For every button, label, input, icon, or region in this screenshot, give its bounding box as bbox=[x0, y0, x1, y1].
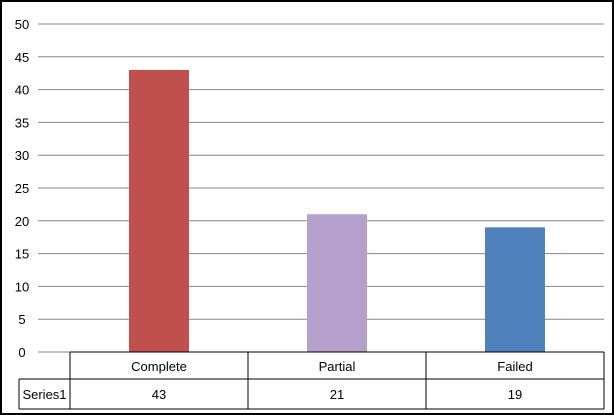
y-tick-label: 0 bbox=[18, 345, 25, 360]
y-tick-label: 35 bbox=[15, 115, 29, 130]
y-tick-label: 25 bbox=[15, 181, 29, 196]
y-tick-label: 15 bbox=[15, 247, 29, 262]
y-axis-ticks: 0 5 10 15 20 25 30 35 40 45 50 bbox=[15, 17, 29, 360]
y-tick-label: 10 bbox=[15, 279, 29, 294]
y-tick-label: 20 bbox=[15, 214, 29, 229]
y-tick-label: 50 bbox=[15, 17, 29, 32]
y-tick-label: 45 bbox=[15, 50, 29, 65]
y-tick-label: 40 bbox=[15, 83, 29, 98]
bars bbox=[129, 70, 545, 352]
y-tick-label: 5 bbox=[18, 312, 25, 327]
data-table: Complete Partial Failed Series1 43 21 19 bbox=[19, 352, 604, 409]
bar-failed bbox=[485, 227, 545, 352]
category-label: Failed bbox=[497, 359, 532, 374]
bar-complete bbox=[129, 70, 189, 352]
data-value-label: 43 bbox=[152, 387, 166, 402]
y-tick-label: 30 bbox=[15, 148, 29, 163]
data-value-label: 21 bbox=[330, 387, 344, 402]
category-label: Complete bbox=[131, 359, 187, 374]
series-name-label: Series1 bbox=[22, 387, 66, 402]
data-value-label: 19 bbox=[508, 387, 522, 402]
category-label: Partial bbox=[319, 359, 356, 374]
bar-partial bbox=[307, 214, 367, 352]
